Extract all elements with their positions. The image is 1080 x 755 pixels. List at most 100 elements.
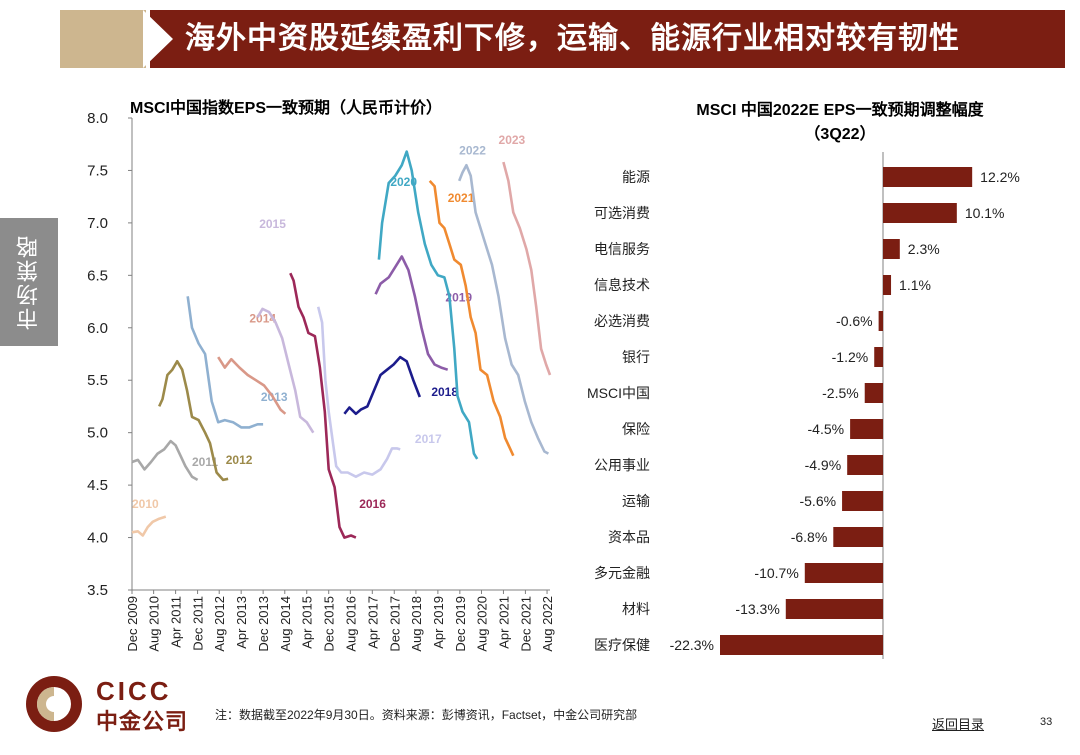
data-label: 12.2% bbox=[980, 169, 1020, 185]
series-line-2014 bbox=[217, 356, 287, 415]
x-tick-label: Aug 2018 bbox=[409, 596, 424, 652]
bar bbox=[864, 383, 883, 403]
y-tick-label: 8.0 bbox=[87, 110, 108, 127]
data-label: 2.3% bbox=[908, 241, 940, 257]
series-label-2019: 2019 bbox=[445, 291, 472, 305]
category-label: 多元金融 bbox=[594, 565, 650, 581]
series-line-2013 bbox=[186, 296, 264, 429]
y-tick-label: 7.5 bbox=[87, 162, 108, 179]
series-line-2010 bbox=[131, 515, 167, 537]
data-label: -4.9% bbox=[805, 457, 842, 473]
series-line-2012 bbox=[158, 360, 229, 482]
y-tick-label: 6.5 bbox=[87, 267, 108, 284]
x-tick-label: Apr 2017 bbox=[365, 596, 380, 649]
series-line-2015 bbox=[256, 307, 315, 434]
category-label: 材料 bbox=[622, 601, 650, 617]
right-chart-title-line2: （3Q22） bbox=[804, 126, 876, 143]
series-label-2017: 2017 bbox=[415, 432, 442, 446]
category-label: 医疗保健 bbox=[594, 637, 650, 653]
bar bbox=[785, 599, 883, 619]
data-label: -5.6% bbox=[799, 493, 836, 509]
series-label-2023: 2023 bbox=[499, 133, 526, 147]
series-line-2021 bbox=[428, 180, 515, 457]
data-label: -4.5% bbox=[808, 421, 845, 437]
data-label: -0.6% bbox=[836, 313, 873, 329]
category-label: 信息技术 bbox=[594, 277, 650, 293]
page-number: 33 bbox=[1040, 716, 1053, 728]
bar bbox=[883, 167, 973, 187]
y-tick-label: 3.5 bbox=[87, 582, 108, 599]
category-label: 必选消费 bbox=[594, 313, 650, 329]
series-label-2015: 2015 bbox=[259, 217, 286, 231]
series-line-2018 bbox=[343, 355, 422, 416]
x-tick-label: Dec 2013 bbox=[256, 596, 271, 652]
series-label-2012: 2012 bbox=[226, 453, 253, 467]
category-label: MSCI中国 bbox=[587, 385, 650, 401]
y-tick-label: 4.5 bbox=[87, 477, 108, 494]
x-tick-label: Dec 2017 bbox=[387, 596, 402, 652]
data-label: -2.5% bbox=[822, 385, 859, 401]
x-tick-label: Dec 2019 bbox=[453, 596, 468, 652]
series-label-2020: 2020 bbox=[390, 175, 417, 189]
data-label: -1.2% bbox=[832, 349, 869, 365]
series-line-2011 bbox=[131, 439, 199, 482]
x-tick-label: Dec 2021 bbox=[518, 596, 533, 652]
bar bbox=[833, 527, 883, 547]
side-tab-label[interactable]: 市场策略 bbox=[16, 234, 41, 330]
x-tick-label: Aug 2014 bbox=[278, 596, 293, 652]
data-label: -22.3% bbox=[670, 637, 714, 653]
series-label-2018: 2018 bbox=[431, 385, 458, 399]
series-label-2011: 2011 bbox=[192, 455, 218, 469]
side-tab[interactable] bbox=[0, 218, 58, 346]
series-label-2022: 2022 bbox=[459, 144, 486, 158]
page-title: 海外中资股延续盈利下修，运输、能源行业相对较有韧性 bbox=[185, 22, 960, 55]
bar bbox=[850, 419, 883, 439]
cicc-logo-icon bbox=[26, 676, 82, 732]
series-line-2017 bbox=[316, 306, 401, 478]
left-chart-title: MSCI中国指数EPS一致预期（人民币计价） bbox=[130, 100, 443, 117]
x-tick-label: Apr 2015 bbox=[300, 596, 315, 649]
series-line-2019 bbox=[374, 255, 449, 371]
category-label: 能源 bbox=[622, 169, 650, 185]
bar bbox=[847, 455, 883, 475]
header-arrow bbox=[143, 10, 173, 68]
x-tick-label: Dec 2009 bbox=[125, 596, 140, 652]
data-label: 1.1% bbox=[899, 277, 931, 293]
x-tick-label: Aug 2012 bbox=[212, 596, 227, 652]
y-tick-label: 7.0 bbox=[87, 215, 108, 232]
series-line-2016 bbox=[289, 272, 357, 539]
logo-cn: 中金公司 bbox=[96, 709, 189, 734]
y-tick-label: 6.0 bbox=[87, 320, 108, 337]
y-tick-label: 4.0 bbox=[87, 530, 108, 547]
back-to-contents-link[interactable]: 返回目录 bbox=[932, 717, 985, 732]
eps-revision-bar-chart: 能源 12.2% 可选消费 10.1% 电信服务 2.3% 信息技术 1.1% 必选消费 -0.6… bbox=[587, 152, 1020, 659]
x-tick-label: Apr 2011 bbox=[169, 596, 184, 648]
series-label-2016: 2016 bbox=[359, 497, 386, 511]
bar bbox=[804, 563, 883, 583]
y-tick-label: 5.5 bbox=[87, 372, 108, 389]
bar bbox=[842, 491, 883, 511]
bar bbox=[874, 347, 883, 367]
category-label: 运输 bbox=[622, 493, 650, 509]
bar bbox=[883, 203, 957, 223]
footer-note: 注：数据截至2022年9月30日。资料来源：彭博资讯，Factset，中金公司研… bbox=[215, 708, 638, 722]
header-bar bbox=[150, 10, 1065, 68]
x-tick-label: Aug 2016 bbox=[343, 596, 358, 652]
data-label: -6.8% bbox=[791, 529, 828, 545]
category-label: 资本品 bbox=[608, 529, 650, 545]
header-accent bbox=[60, 10, 146, 68]
bar bbox=[878, 311, 883, 331]
category-label: 电信服务 bbox=[594, 241, 650, 257]
x-tick-label: Aug 2020 bbox=[474, 596, 489, 652]
x-tick-label: Apr 2013 bbox=[234, 596, 249, 649]
data-label: -13.3% bbox=[735, 601, 779, 617]
series-line-2022 bbox=[457, 163, 550, 455]
category-label: 可选消费 bbox=[594, 205, 650, 221]
bar bbox=[883, 239, 900, 259]
series-line-2020 bbox=[377, 150, 479, 460]
series-label-2010: 2010 bbox=[132, 497, 159, 511]
data-label: 10.1% bbox=[965, 205, 1005, 221]
x-tick-label: Dec 2011 bbox=[191, 596, 206, 651]
y-tick-label: 5.0 bbox=[87, 425, 108, 442]
category-label: 公用事业 bbox=[594, 457, 650, 473]
